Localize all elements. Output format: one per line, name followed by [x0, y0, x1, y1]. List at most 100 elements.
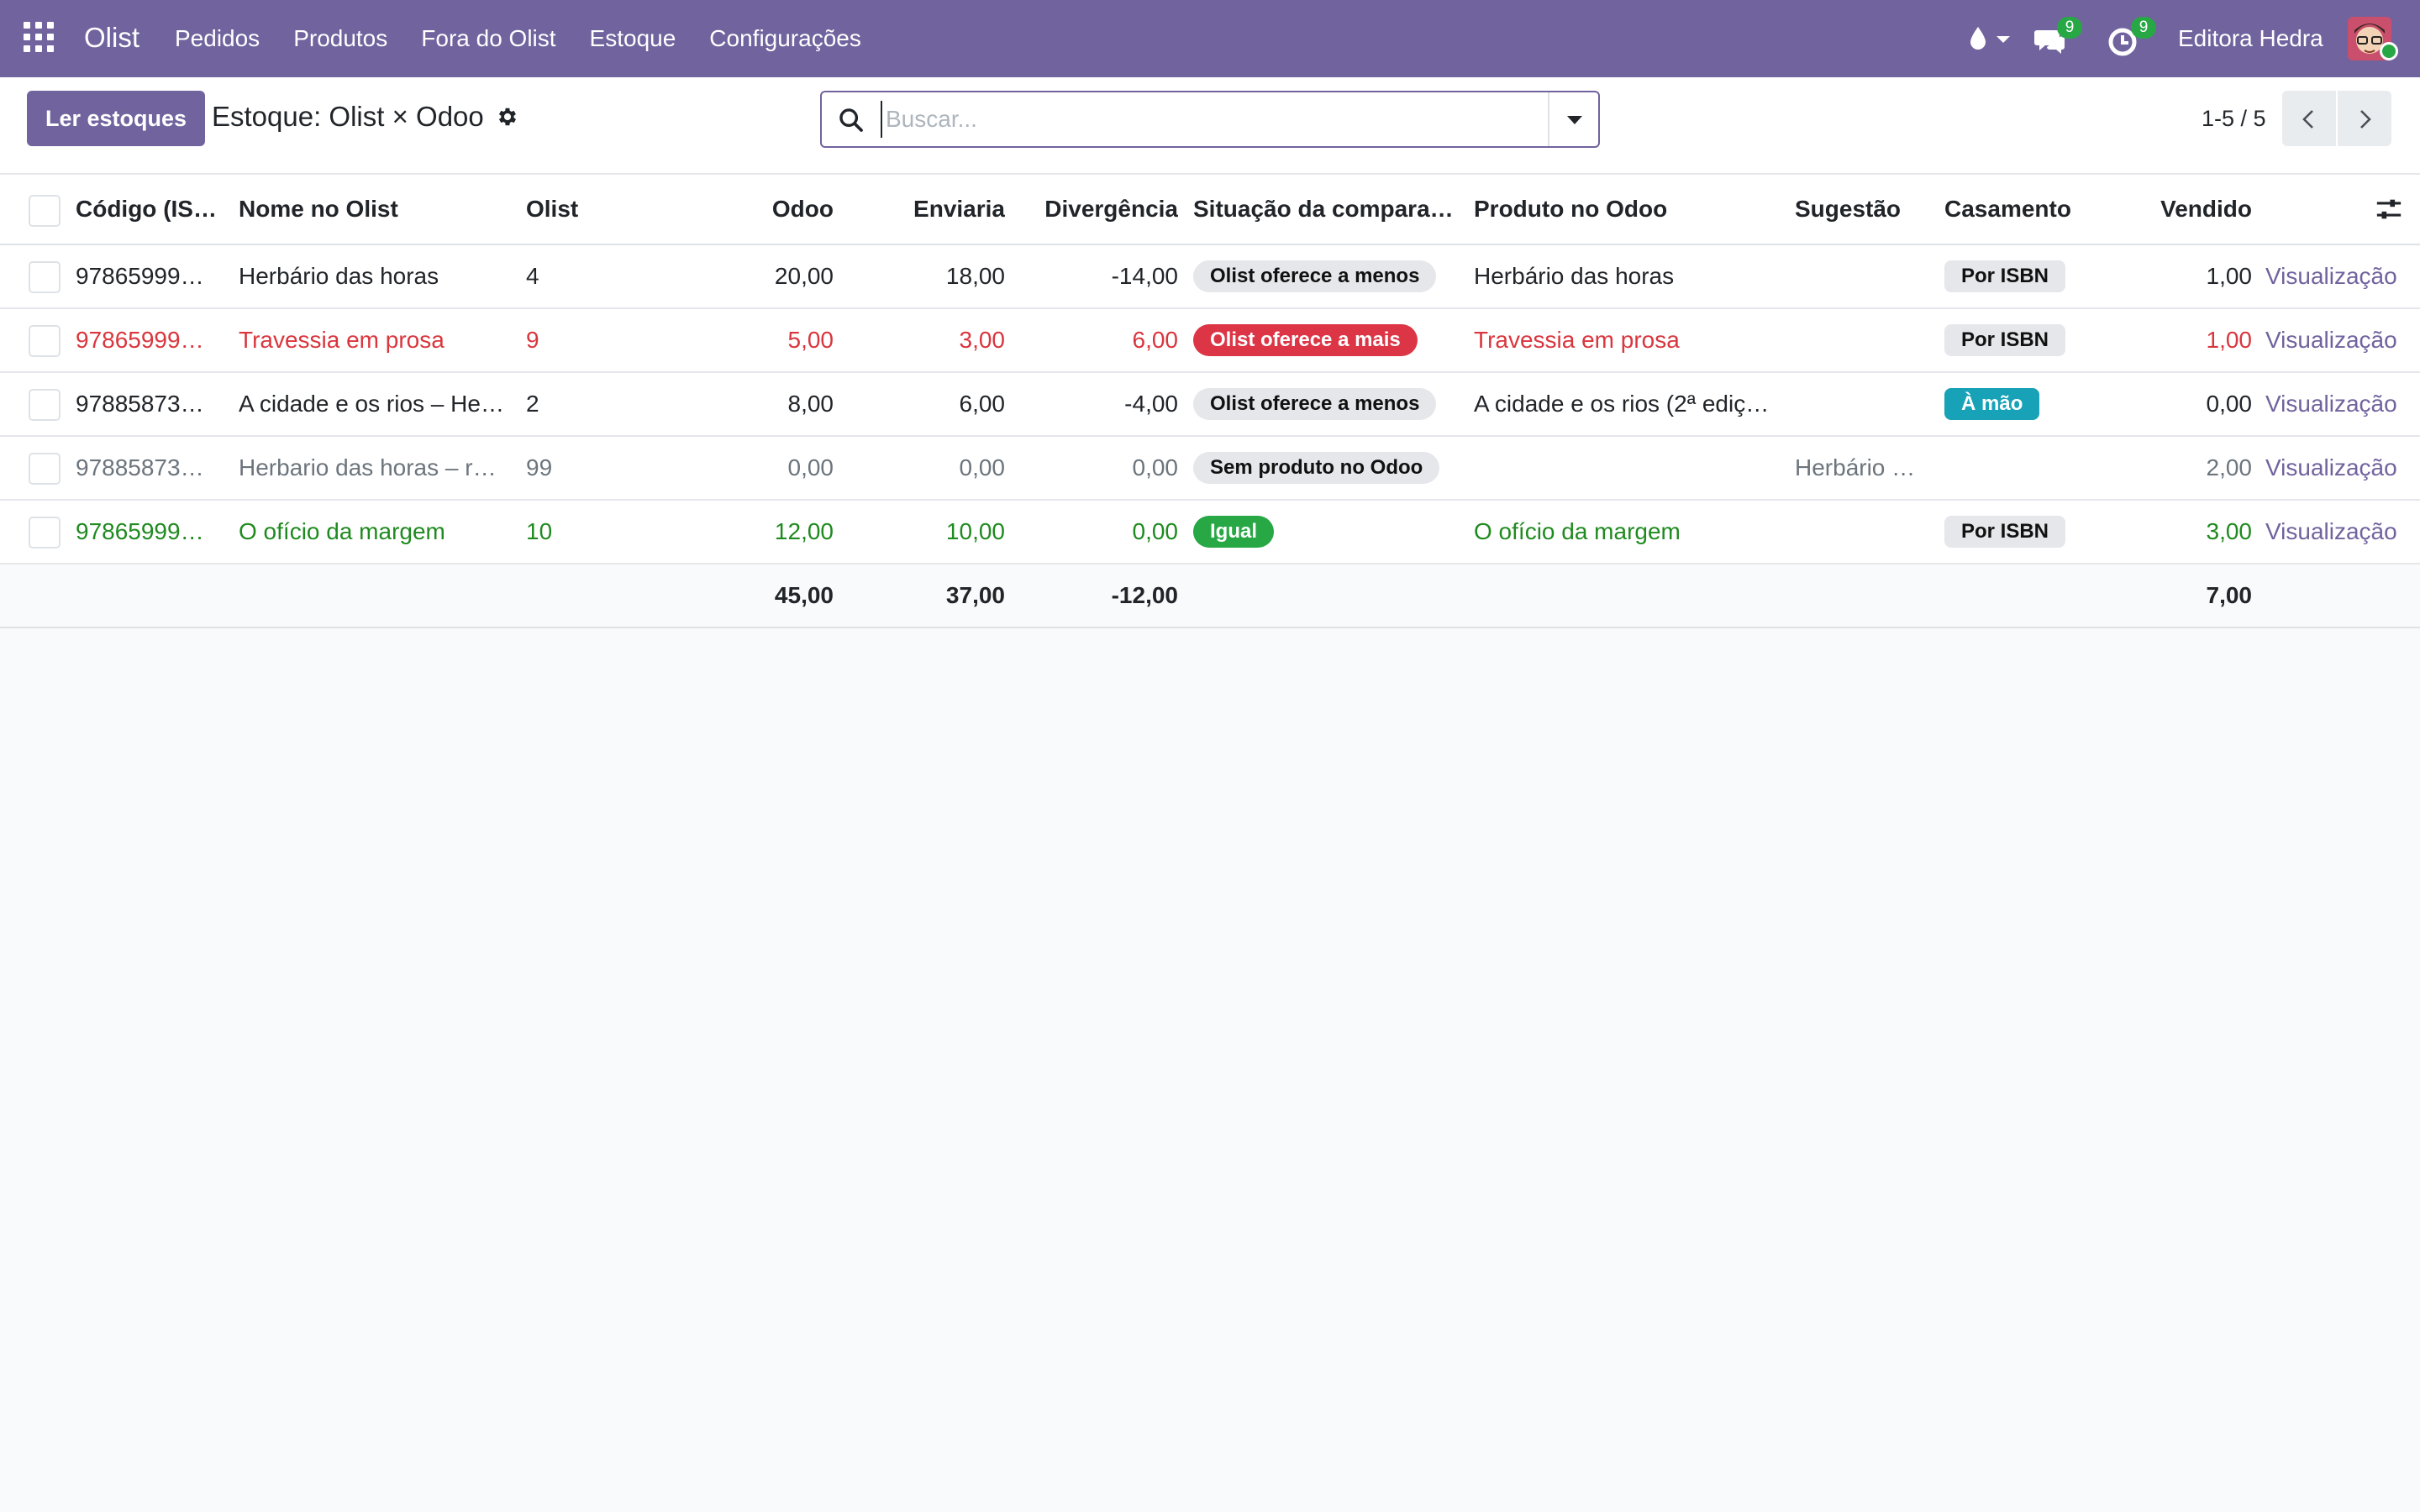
menu-item-produtos[interactable]: Produtos — [293, 25, 388, 51]
table-row[interactable]: 978858732… Herbario das horas – re… 99 0,00… — [0, 437, 2420, 501]
cell-sugestao — [1795, 309, 1929, 371]
cell-produto — [1474, 437, 1776, 499]
cell-produto: Herbário das horas — [1474, 263, 1675, 289]
user-name[interactable]: Editora Hedra — [2178, 25, 2323, 51]
status-badge: Olist oferece a menos — [1193, 260, 1437, 292]
table-row[interactable]: 978659999… Travessia em prosa 9 5,00 3,00 6,0… — [0, 309, 2420, 373]
cell-enviaria: 18,00 — [945, 263, 1005, 289]
column-header-odoo[interactable]: Odoo — [771, 196, 834, 222]
row-checkbox[interactable] — [29, 517, 60, 549]
cell-odoo: 12,00 — [774, 518, 834, 544]
cell-odoo: 20,00 — [774, 263, 834, 289]
cell-produto: A cidade e os rios (2ª ediç… — [1474, 391, 1770, 417]
breadcrumb: Estoque: Olist × Odoo — [212, 101, 519, 133]
cell-code: 978659999… — [76, 518, 217, 544]
menu-item-estoque[interactable]: Estoque — [589, 25, 676, 51]
debug-dropdown[interactable] — [1966, 22, 2017, 55]
app-brand[interactable]: Olist — [84, 22, 139, 53]
cell-produto: O ofício da margem — [1474, 518, 1681, 544]
column-header-vendido[interactable]: Vendido — [2160, 196, 2252, 222]
cell-odoo: 5,00 — [787, 327, 834, 353]
cell-situacao: Olist oferece a mais — [1193, 309, 1454, 371]
search-input[interactable] — [881, 101, 1519, 138]
cell-link: Visualização — [2265, 501, 2420, 563]
status-badge: Igual — [1193, 516, 1275, 548]
column-header-situacao[interactable]: Situação da compara… — [1193, 196, 1454, 222]
chat-icon — [2034, 30, 2065, 54]
column-header-olist[interactable]: Olist — [526, 196, 579, 222]
apps-menu-icon[interactable] — [24, 22, 54, 52]
cell-name: A cidade e os rios – He… — [239, 391, 504, 417]
column-header-enviaria[interactable]: Enviaria — [913, 196, 1005, 222]
cell-olist: 99 — [526, 454, 553, 480]
row-checkbox[interactable] — [29, 453, 60, 485]
cell-casamento: Por ISBN — [1944, 309, 2096, 371]
pager-next-button[interactable] — [2338, 91, 2391, 146]
view-link[interactable]: Visualização — [2265, 327, 2397, 353]
select-all-checkbox[interactable] — [29, 195, 60, 227]
cell-code: 978659999… — [76, 263, 217, 289]
cell-enviaria: 0,00 — [959, 454, 1006, 480]
cell-code: 978858732… — [76, 391, 217, 417]
chevron-left-icon — [2302, 109, 2313, 129]
cell-vendido: 1,00 — [2206, 327, 2253, 353]
activities-menu[interactable]: 9 — [2107, 17, 2158, 59]
match-badge: Por ISBN — [1944, 260, 2066, 292]
cell-sugestao — [1795, 373, 1929, 435]
column-header-name[interactable]: Nome no Olist — [239, 196, 398, 222]
read-stock-button[interactable]: Ler estoques — [27, 91, 206, 146]
stock-list: Código (IS… Nome no Olist Olist Odoo Env… — [0, 175, 2420, 628]
row-checkbox[interactable] — [29, 389, 60, 421]
cell-olist: 10 — [526, 518, 553, 544]
column-header-divergencia[interactable]: Divergência — [1044, 196, 1178, 222]
table-header: Código (IS… Nome no Olist Olist Odoo Env… — [0, 175, 2420, 245]
menu-item-fora-do-olist[interactable]: Fora do Olist — [421, 25, 556, 51]
online-status-dot — [2380, 42, 2398, 60]
total-enviaria: 37,00 — [945, 582, 1005, 608]
pager-value[interactable]: 1-5 / 5 — [2202, 106, 2266, 131]
cell-sugestao — [1795, 245, 1929, 307]
row-checkbox[interactable] — [29, 261, 60, 293]
cell-situacao: Olist oferece a menos — [1193, 245, 1454, 307]
cell-situacao: Sem produto no Odoo — [1193, 437, 1454, 499]
column-header-casamento[interactable]: Casamento — [1944, 196, 2071, 222]
row-checkbox[interactable] — [29, 325, 60, 357]
column-header-code[interactable]: Código (IS… — [76, 196, 217, 222]
cell-odoo: 8,00 — [787, 391, 834, 417]
cell-vendido: 0,00 — [2206, 391, 2253, 417]
cell-name: Travessia em prosa — [239, 327, 445, 353]
cell-divergencia: -14,00 — [1111, 263, 1178, 289]
menu-item-configuracoes[interactable]: Configurações — [709, 25, 861, 51]
view-link[interactable]: Visualização — [2265, 391, 2397, 417]
search-options-toggle[interactable] — [1548, 92, 1598, 146]
pager-previous-button[interactable] — [2282, 91, 2336, 146]
cell-divergencia: 0,00 — [1132, 454, 1179, 480]
total-vendido: 7,00 — [2206, 582, 2253, 608]
column-header-produto[interactable]: Produto no Odoo — [1474, 196, 1668, 222]
table-row[interactable]: 978659999… Herbário das horas 4 20,00 18,00 -… — [0, 245, 2420, 309]
drop-icon — [1970, 27, 2010, 50]
view-link[interactable]: Visualização — [2265, 454, 2397, 480]
messages-menu[interactable]: 9 — [2033, 17, 2084, 59]
total-divergencia: -12,00 — [1111, 582, 1178, 608]
table-row[interactable]: 978659999… O ofício da margem 10 12,00 10,00… — [0, 501, 2420, 564]
optional-columns-icon[interactable] — [2375, 195, 2403, 223]
table-body: 978659999… Herbário das horas 4 20,00 18,00-… — [0, 245, 2420, 564]
cell-sugestao: Herbário … — [1795, 454, 1916, 480]
match-badge: Por ISBN — [1944, 324, 2066, 356]
avatar[interactable] — [2348, 17, 2398, 60]
cell-name: Herbário das horas — [239, 263, 439, 289]
cell-produto: Travessia em prosa — [1474, 327, 1680, 353]
column-header-sugestao[interactable]: Sugestão — [1795, 196, 1902, 222]
cell-vendido: 2,00 — [2206, 454, 2253, 480]
menu-item-pedidos[interactable]: Pedidos — [175, 25, 260, 51]
cell-link: Visualização — [2265, 437, 2420, 499]
status-badge: Olist oferece a menos — [1193, 388, 1437, 420]
gear-icon[interactable] — [496, 105, 519, 129]
table-row[interactable]: 978858732… A cidade e os rios – He… 2 8,00 6… — [0, 373, 2420, 437]
view-link[interactable]: Visualização — [2265, 263, 2397, 289]
cell-divergencia: -4,00 — [1124, 391, 1178, 417]
view-link[interactable]: Visualização — [2265, 518, 2397, 544]
cell-link: Visualização — [2265, 309, 2420, 371]
cell-enviaria: 6,00 — [959, 391, 1006, 417]
